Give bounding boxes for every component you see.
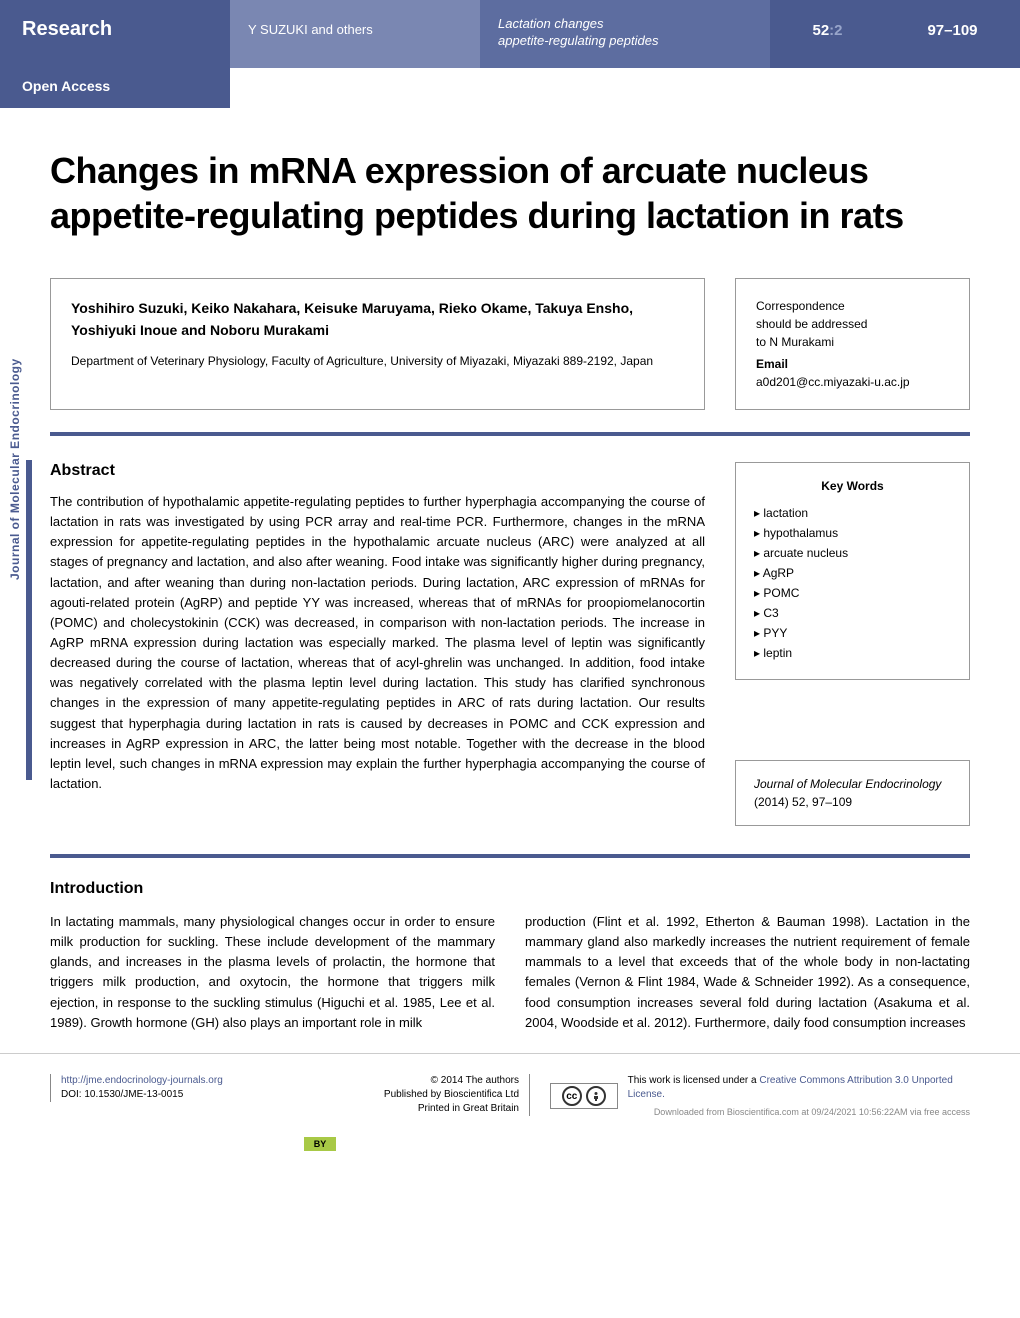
introduction-section: Introduction In lactating mammals, many …	[0, 854, 1020, 1033]
author-correspondence-row: Yoshihiro Suzuki, Keiko Nakahara, Keisuk…	[0, 268, 1020, 410]
intro-col-1: In lactating mammals, many physiological…	[50, 912, 495, 1033]
running-title-2: appetite-regulating peptides	[498, 33, 752, 50]
intro-col-2: production (Flint et al. 1992, Etherton …	[525, 912, 970, 1033]
keyword-item: PYY	[754, 623, 951, 643]
journal-url-link[interactable]: http://jme.endocrinology-journals.org	[61, 1075, 223, 1086]
keywords-heading: Key Words	[754, 479, 951, 493]
keyword-item: arcuate nucleus	[754, 543, 951, 563]
journal-citation: (2014) 52, 97–109	[754, 793, 951, 811]
abstract-text: The contribution of hypothalamic appetit…	[50, 492, 705, 794]
printed: Printed in Great Britain	[418, 1103, 519, 1114]
keywords-list: lactation hypothalamus arcuate nucleus A…	[754, 503, 951, 663]
abstract-column: Abstract The contribution of hypothalami…	[50, 462, 705, 826]
introduction-heading: Introduction	[50, 880, 970, 898]
keyword-item: leptin	[754, 643, 951, 663]
authors-short-pre: Y SUZUKI	[248, 22, 308, 37]
keywords-box: Key Words lactation hypothalamus arcuate…	[735, 462, 970, 680]
corr-email: a0d201@cc.miyazaki-u.ac.jp	[756, 373, 949, 391]
by-label: BY	[304, 1137, 337, 1151]
header-volume: 52:2	[770, 0, 885, 68]
authors-short-post: and others	[308, 22, 373, 37]
footer-mid: © 2014 The authors Published by Bioscien…	[330, 1074, 530, 1116]
footer-left: http://jme.endocrinology-journals.org DO…	[50, 1074, 310, 1102]
by-circle-icon	[586, 1086, 606, 1106]
journal-name: Journal of Molecular Endocrinology	[754, 775, 951, 793]
corr-line1: Correspondence	[756, 297, 949, 315]
doi: DOI: 10.1530/JME-13-0015	[61, 1089, 183, 1100]
publisher: Published by Bioscientifica Ltd	[384, 1089, 519, 1100]
divider-2	[50, 854, 970, 858]
journal-side-label: Journal of Molecular Endocrinology	[8, 358, 22, 580]
header-section-cell: Research	[0, 0, 230, 68]
journal-citation-box: Journal of Molecular Endocrinology (2014…	[735, 760, 970, 826]
header-bar: Research Y SUZUKI and others Lactation c…	[0, 0, 1020, 68]
corr-line3: to N Murakami	[756, 333, 949, 351]
license-text: This work is licensed under a Creative C…	[628, 1074, 970, 1119]
introduction-columns: In lactating mammals, many physiological…	[50, 912, 970, 1033]
affiliation: Department of Veterinary Physiology, Fac…	[71, 354, 684, 368]
copyright: © 2014 The authors	[431, 1075, 519, 1086]
article-title: Changes in mRNA expression of arcuate nu…	[50, 148, 970, 238]
header-authors-short: Y SUZUKI and others	[230, 0, 480, 68]
volume-number: 52	[812, 22, 829, 39]
access-note: Downloaded from Bioscientifica.com at 09…	[628, 1106, 970, 1119]
page-footer: http://jme.endocrinology-journals.org DO…	[0, 1053, 1020, 1135]
license-block: cc This work is licensed under a Creativ…	[550, 1074, 970, 1119]
section-label: Research	[22, 18, 208, 41]
header-pages: 97–109	[885, 0, 1020, 68]
running-title-1: Lactation changes	[498, 16, 752, 33]
license-prefix: This work is licensed under a	[628, 1075, 760, 1086]
corr-line2: should be addressed	[756, 315, 949, 333]
corr-email-label: Email	[756, 355, 949, 373]
keyword-item: POMC	[754, 583, 951, 603]
header-running-title: Lactation changes appetite-regulating pe…	[480, 0, 770, 68]
keyword-item: hypothalamus	[754, 523, 951, 543]
abstract-heading: Abstract	[50, 462, 705, 480]
cc-badge-icon: cc	[550, 1083, 618, 1109]
keyword-item: lactation	[754, 503, 951, 523]
authors-box: Yoshihiro Suzuki, Keiko Nakahara, Keisuk…	[50, 278, 705, 410]
open-access-badge: Open Access	[0, 68, 230, 108]
keywords-column: Key Words lactation hypothalamus arcuate…	[735, 462, 970, 826]
correspondence-box: Correspondence should be addressed to N …	[735, 278, 970, 410]
abstract-row: Abstract The contribution of hypothalami…	[0, 436, 1020, 826]
issue-number: :2	[829, 22, 842, 39]
keyword-item: C3	[754, 603, 951, 623]
cc-circle-icon: cc	[562, 1086, 582, 1106]
keyword-item: AgRP	[754, 563, 951, 583]
title-block: Changes in mRNA expression of arcuate nu…	[0, 108, 1020, 268]
side-accent-bar	[26, 460, 32, 780]
authors-list: Yoshihiro Suzuki, Keiko Nakahara, Keisuk…	[71, 297, 684, 342]
